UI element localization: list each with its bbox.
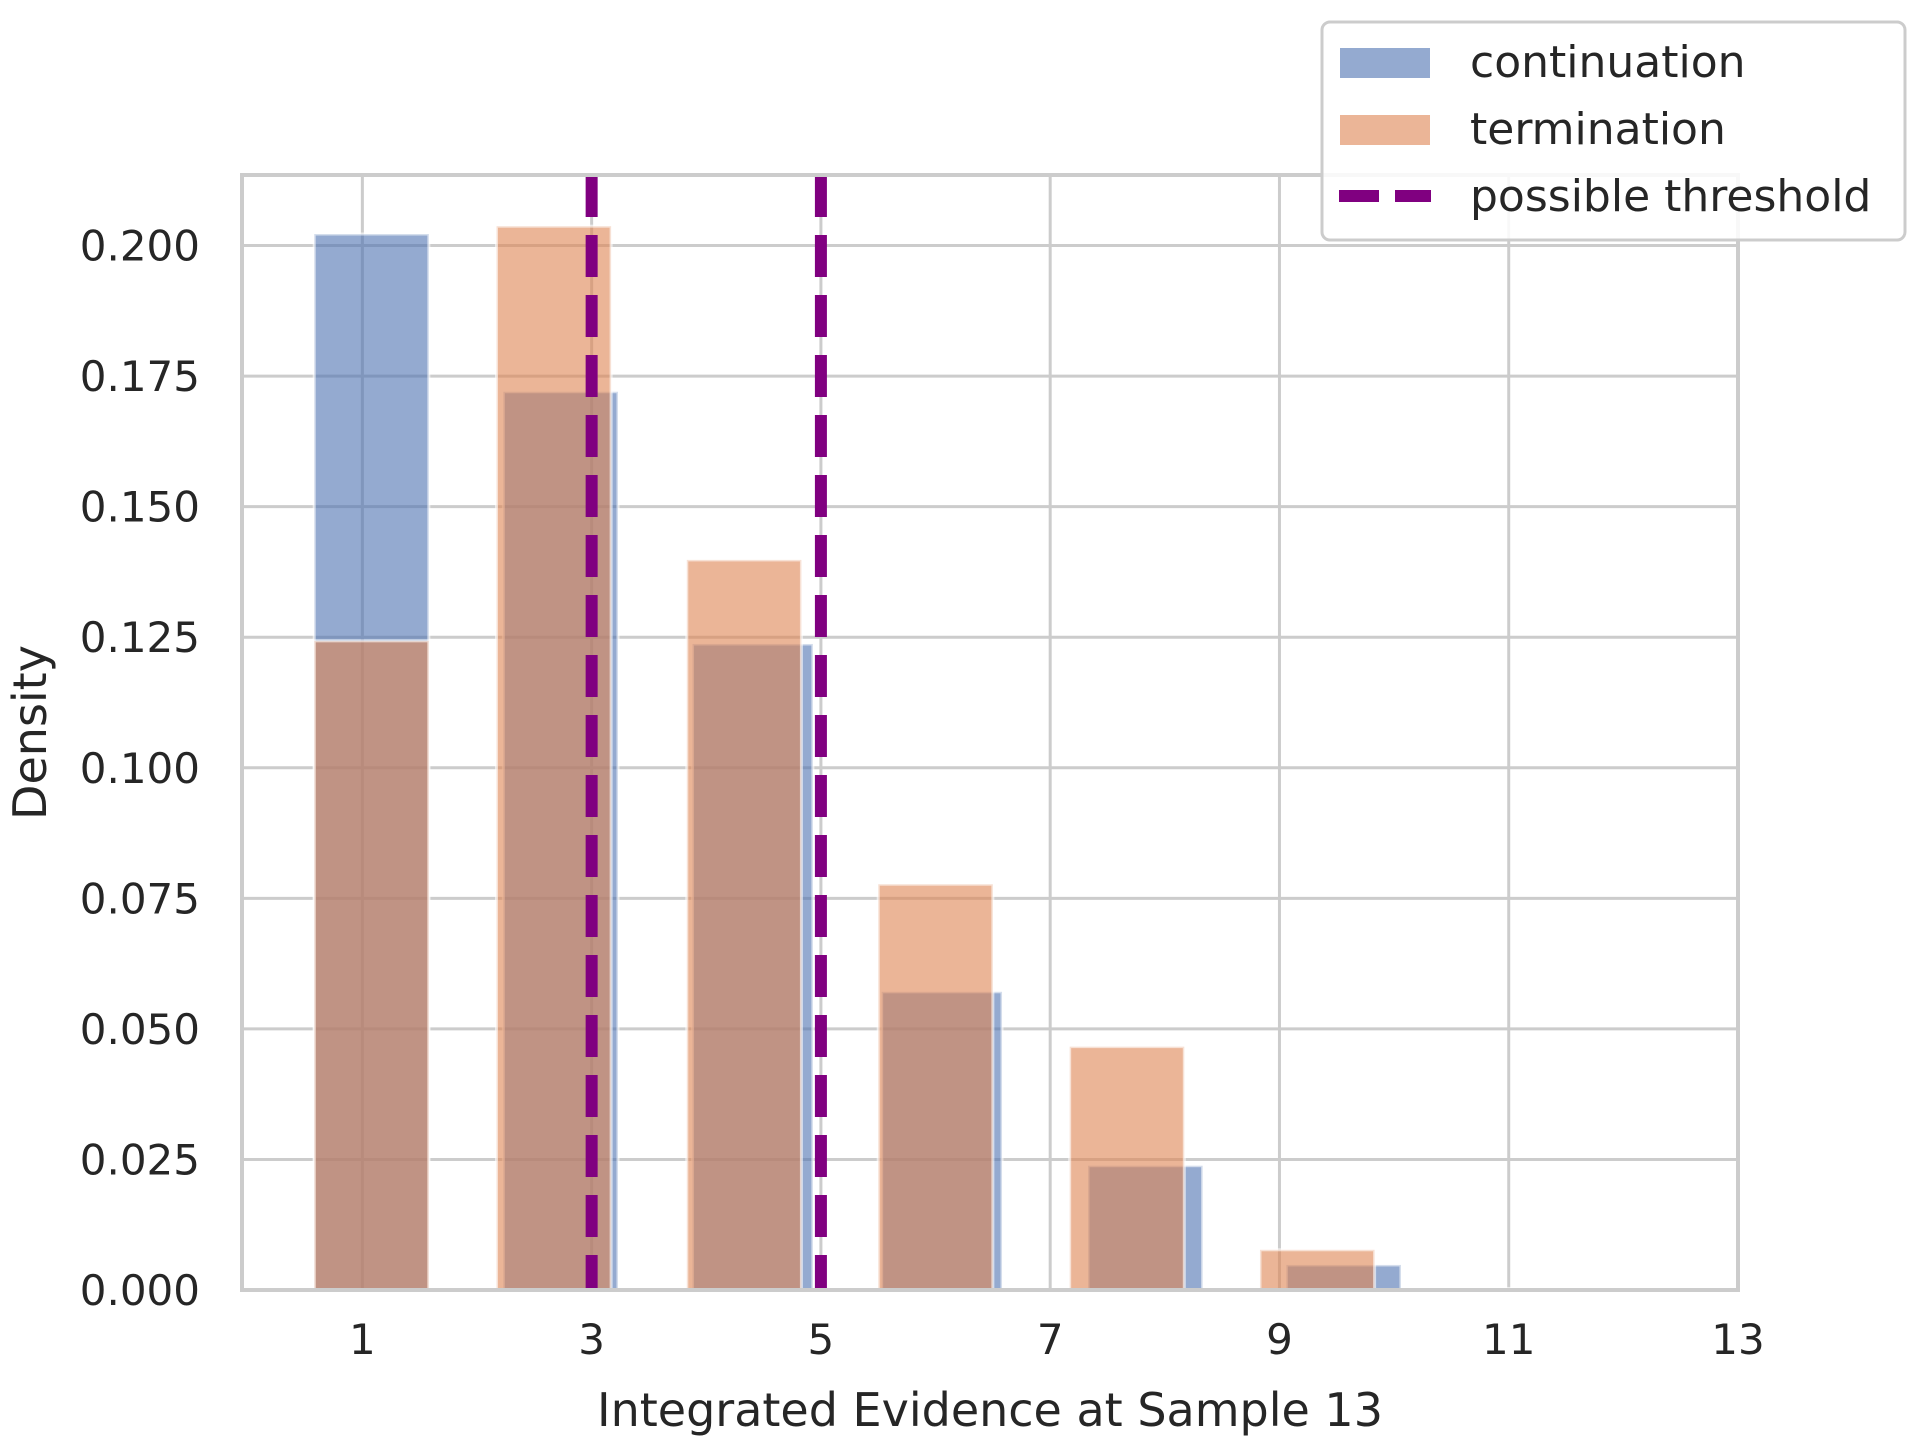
threshold-lines: [585, 175, 827, 1290]
histogram-bar-termination: [312, 639, 431, 1292]
histogram-bar-termination: [1068, 1045, 1186, 1292]
legend-label-continuation: continuation: [1470, 37, 1746, 88]
legend: continuation termination possible thresh…: [1320, 20, 1907, 242]
y-tick-label: 0.200: [80, 222, 200, 271]
plot-frame: [240, 173, 1740, 1292]
histogram-bar-termination: [876, 882, 995, 1292]
x-tick-label: 9: [1266, 1315, 1293, 1364]
y-tick-label: 0.075: [80, 874, 200, 923]
x-tick-label: 11: [1482, 1315, 1535, 1364]
legend-swatch-termination: [1338, 113, 1432, 147]
x-axis-title: Integrated Evidence at Sample 13: [597, 1383, 1383, 1437]
legend-frame: [1320, 20, 1907, 242]
x-tick-label: 1: [349, 1315, 376, 1364]
tick-labels: 1 3 5 7 9 11 130.0000.0250.0500.0750.1000.1250…: [80, 222, 1765, 1364]
histogram-bar-termination: [1258, 1248, 1377, 1292]
y-tick-label: 0.025: [80, 1135, 200, 1184]
legend-swatch-continuation: [1338, 46, 1432, 80]
x-tick-label: 7: [1037, 1315, 1064, 1364]
y-tick-label: 0.050: [80, 1005, 200, 1054]
y-tick-label: 0.100: [80, 744, 200, 793]
x-tick-label: 13: [1711, 1315, 1764, 1364]
legend-label-termination: termination: [1470, 104, 1726, 155]
y-tick-label: 0.175: [80, 352, 200, 401]
plot-border: [240, 173, 1740, 1292]
y-tick-label: 0.125: [80, 613, 200, 662]
y-axis-title: Density: [3, 645, 57, 820]
y-tick-label: 0.150: [80, 483, 200, 532]
x-tick-label: 5: [808, 1315, 835, 1364]
legend-label-threshold: possible threshold: [1470, 171, 1871, 222]
y-tick-label: 0.000: [80, 1266, 200, 1315]
x-tick-label: 3: [578, 1315, 605, 1364]
bars: [312, 224, 1600, 1292]
histogram-bar-termination: [685, 558, 803, 1292]
